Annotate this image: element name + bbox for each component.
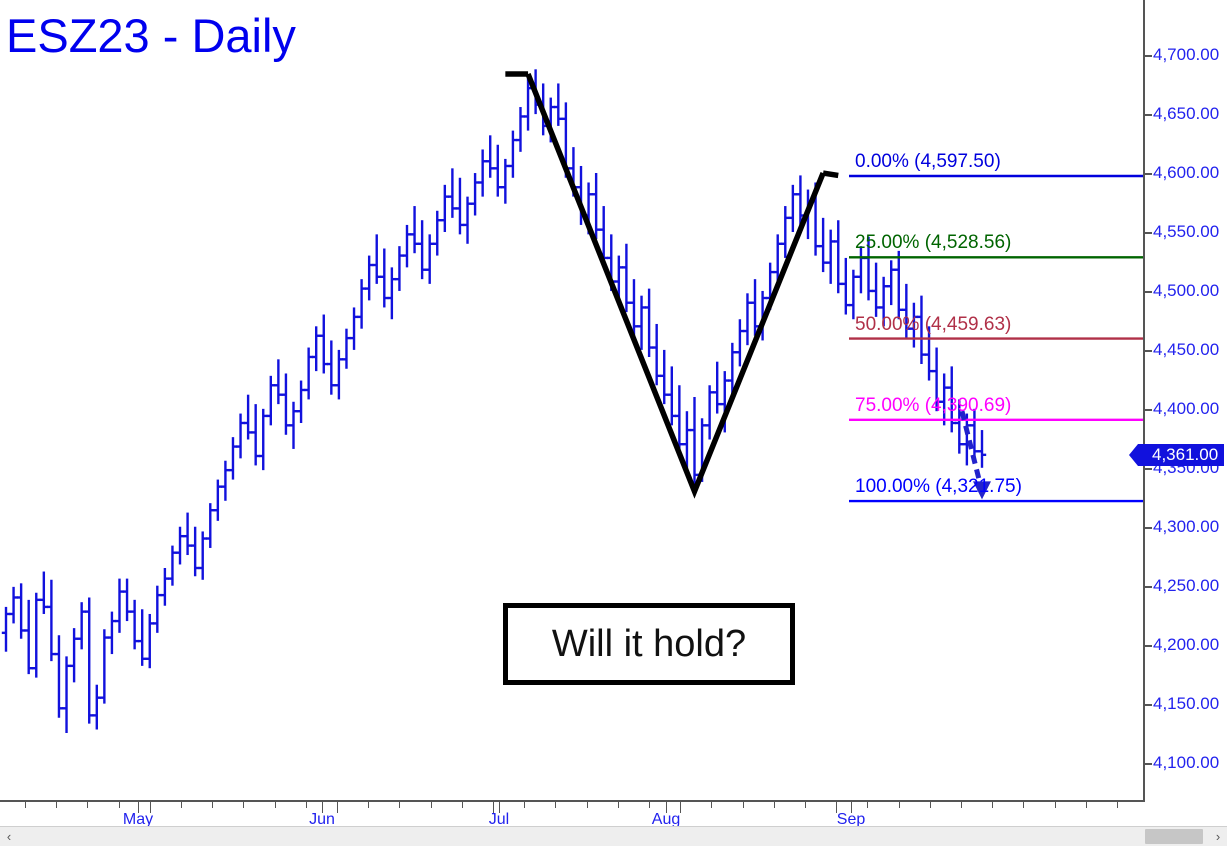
time-tick (493, 802, 494, 813)
time-tick (150, 802, 151, 813)
callout-text: Will it hold? (551, 623, 747, 665)
fibonacci-lines (849, 174, 1143, 503)
fib-label-fib-75: 75.00% (4,390.69) (855, 394, 1012, 416)
price-tick (1145, 290, 1152, 293)
fib-label-fib-0: 0.00% (4,597.50) (855, 151, 1001, 172)
projection-arrow (959, 410, 991, 500)
chart-plot-area[interactable]: 0.00% (4,597.50) 25.00% (4,528.56) 50.00% … (0, 0, 1143, 800)
time-tick-major (851, 802, 852, 813)
price-tick (1145, 644, 1152, 647)
time-axis-label-sep: Sep (836, 811, 866, 828)
time-tick (87, 802, 88, 808)
page-title: ESZ23 - Daily (6, 9, 296, 62)
time-tick (462, 802, 463, 808)
time-tick (119, 802, 120, 808)
price-tick (1145, 55, 1152, 58)
time-tick (1117, 802, 1118, 808)
price-axis-label: 4,300.00 (1153, 516, 1220, 536)
time-tick (337, 802, 338, 813)
time-tick (243, 802, 244, 808)
time-tick (992, 802, 993, 808)
chart-canvas (1, 69, 1143, 734)
time-tick (524, 802, 525, 808)
fib-label-fib-100: 100.00% (4,321.75) (855, 476, 1022, 498)
price-tick (1145, 408, 1152, 411)
price-tick (1145, 232, 1152, 234)
time-axis-label-may: May (122, 811, 154, 828)
time-axis-label-jun: Jun (309, 811, 335, 828)
price-axis-label: 4,250.00 (1153, 575, 1220, 595)
price-tick (1145, 349, 1152, 352)
price-axis-label: 4,200.00 (1153, 634, 1220, 654)
price-axis-label: 4,600.00 (1153, 163, 1220, 183)
price-axis-label: 4,400.00 (1153, 398, 1220, 418)
time-tick (711, 802, 712, 808)
price-tick (1145, 703, 1152, 706)
time-tick (649, 802, 650, 808)
time-tick (805, 802, 806, 808)
price-tick (1145, 467, 1152, 470)
time-axis-divider (1143, 792, 1145, 802)
time-tick (618, 802, 619, 808)
time-axis-gap (1143, 800, 1227, 802)
price-tick (1145, 114, 1152, 117)
fib-label-fib-50: 50.00% (4,459.63) (855, 313, 1012, 335)
time-tick (774, 802, 775, 808)
time-tick (899, 802, 900, 808)
price-tick (1145, 173, 1152, 176)
price-axis[interactable]: 4,700.00 4,650.00 4,600.00 4,550.00 4,500.00… (1143, 0, 1227, 800)
time-tick (836, 802, 837, 813)
zigzag-trendline (505, 71, 839, 499)
time-tick-major (322, 802, 323, 813)
price-axis-label: 4,450.00 (1153, 339, 1220, 359)
price-axis-label: 4,550.00 (1153, 222, 1220, 241)
time-axis[interactable]: May Jun Jul Aug Sep (0, 792, 1227, 828)
price-axis-label: 4,650.00 (1153, 104, 1220, 124)
ohlc-bar-series (1, 69, 987, 734)
price-axis-label: 4,150.00 (1153, 693, 1220, 713)
time-tick (275, 802, 276, 808)
time-tick (368, 802, 369, 808)
time-tick (399, 802, 400, 808)
price-tick (1145, 762, 1152, 765)
time-tick (743, 802, 744, 808)
price-axis-label: 4,500.00 (1153, 280, 1220, 300)
price-tick (1145, 526, 1152, 529)
time-tick (25, 802, 26, 808)
time-tick-major (666, 802, 667, 813)
time-tick (212, 802, 213, 808)
time-tick (306, 802, 307, 808)
time-tick (961, 802, 962, 808)
time-tick (587, 802, 588, 808)
price-tick (1145, 585, 1152, 588)
price-axis-label: 4,700.00 (1153, 45, 1220, 65)
time-tick (930, 802, 931, 808)
time-tick (680, 802, 681, 813)
time-tick (1086, 802, 1087, 808)
fib-label-fib-25: 25.00% (4,528.56) (855, 232, 1012, 254)
time-tick (555, 802, 556, 808)
time-tick (1023, 802, 1024, 808)
scrollbar-thumb[interactable] (1145, 829, 1203, 844)
time-tick (181, 802, 182, 808)
time-tick (56, 802, 57, 808)
time-tick (867, 802, 868, 808)
current-price-tag: 4,361.00 (1128, 443, 1225, 466)
scroll-right-arrow-icon[interactable]: › (1209, 827, 1227, 846)
time-tick-major (499, 802, 500, 813)
scroll-left-arrow-icon[interactable]: ‹ (0, 827, 18, 846)
time-tick (431, 802, 432, 808)
horizontal-scrollbar[interactable]: ‹ › (0, 826, 1227, 846)
callout-box: Will it hold? (503, 603, 795, 685)
time-axis-label-jul: Jul (488, 811, 510, 828)
time-axis-label-aug: Aug (651, 811, 681, 828)
time-tick-major (138, 802, 139, 813)
price-axis-label: 4,100.00 (1153, 752, 1220, 772)
time-tick (1055, 802, 1056, 808)
